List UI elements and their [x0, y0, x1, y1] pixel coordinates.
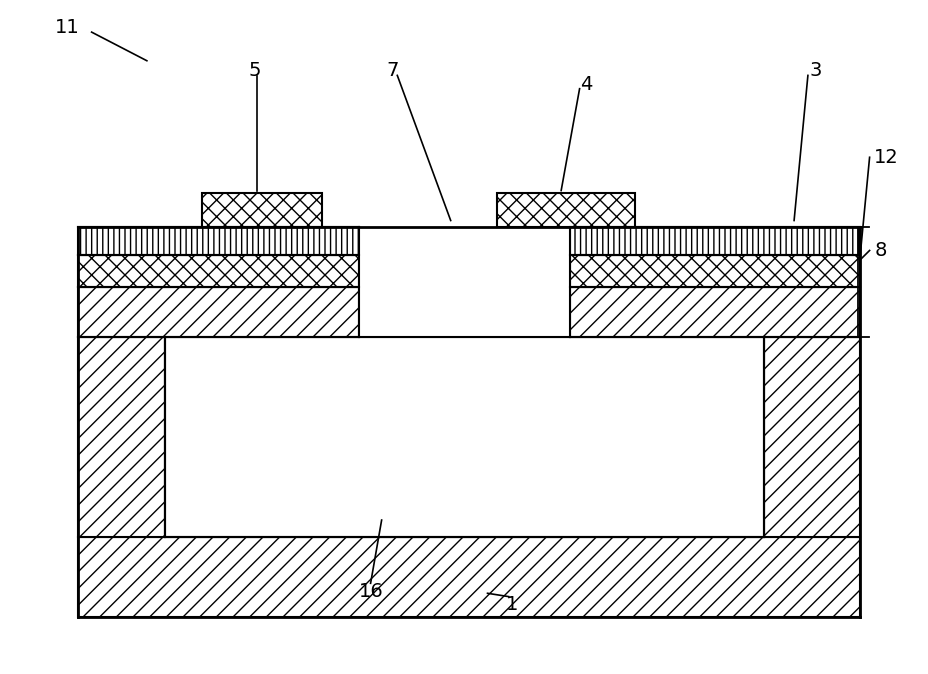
Bar [570, 227, 859, 255]
Bar [358, 227, 570, 337]
Text: 11: 11 [55, 18, 80, 37]
Bar [202, 193, 321, 227]
Text: 12: 12 [873, 148, 898, 166]
Bar [78, 287, 358, 337]
Text: 1: 1 [506, 595, 518, 614]
Bar [570, 255, 859, 287]
Bar [78, 227, 358, 255]
Bar [78, 537, 859, 617]
Bar [78, 337, 165, 537]
Bar [570, 287, 859, 337]
Bar [165, 337, 763, 537]
Text: 16: 16 [358, 582, 383, 601]
Text: 8: 8 [873, 241, 885, 260]
Text: 3: 3 [809, 61, 821, 80]
Text: 5: 5 [248, 61, 261, 80]
Text: 4: 4 [579, 75, 591, 94]
Bar [763, 337, 859, 537]
Bar [496, 193, 634, 227]
Text: 7: 7 [386, 61, 398, 80]
Bar [78, 255, 358, 287]
